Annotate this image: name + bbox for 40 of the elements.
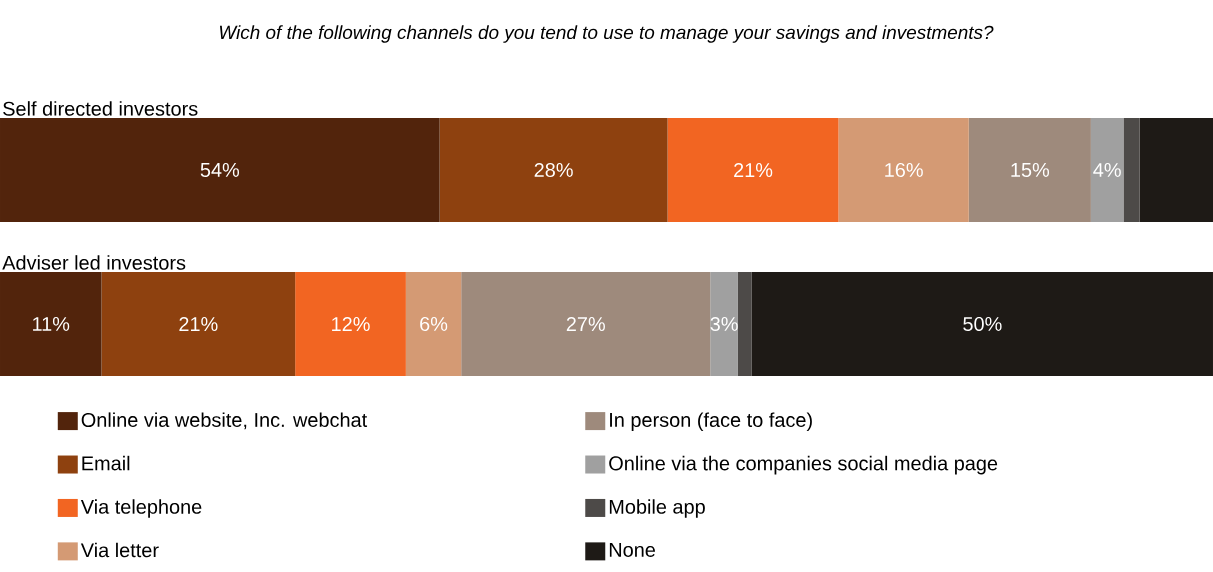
data-label: 3% [710, 316, 738, 332]
y-tick-label: Adviser led investors [2, 255, 186, 270]
bar [0, 117, 440, 222]
data-label: 21% [179, 316, 218, 331]
bar [295, 271, 406, 376]
legend-label: Via letter [80, 542, 159, 558]
legend-label: None [609, 543, 655, 557]
data-label: 6% [420, 316, 448, 332]
data-label: 54% [200, 162, 240, 177]
data-label: 50% [963, 316, 1002, 332]
bar [838, 117, 969, 222]
bar [405, 271, 462, 376]
data-label: 21% [734, 162, 773, 177]
data-label: 4% [1093, 163, 1121, 177]
data-label: 28% [534, 162, 573, 178]
bar [710, 271, 738, 376]
y-tick-label: Self directed investors [3, 101, 198, 116]
bar [1139, 117, 1213, 222]
data-label: 15% [1011, 162, 1050, 177]
data-label: 11% [33, 317, 70, 331]
bar [439, 117, 668, 222]
bar [751, 271, 1213, 376]
legend-label: Email [82, 455, 130, 471]
bar [737, 271, 752, 376]
bar [1090, 117, 1124, 222]
bar [101, 271, 296, 376]
chart-title: Wich of the following channels do you tend to use to manage your savings and investments? [219, 25, 994, 43]
legend-label: Via telephone [80, 499, 202, 518]
bar [0, 271, 102, 376]
bar [1123, 117, 1140, 222]
bar [968, 117, 1091, 222]
data-label: 12% [332, 316, 370, 331]
legend-label: Mobile app [609, 499, 705, 518]
data-label: 27% [566, 316, 605, 331]
bar [667, 117, 839, 222]
bar [461, 271, 711, 376]
data-label: 16% [885, 162, 923, 178]
legend-label: In person (face to face) [610, 412, 812, 431]
legend-label: Online via the companies social media page [609, 455, 998, 475]
legend-label: Online via website, Inc. webchat [81, 412, 368, 430]
